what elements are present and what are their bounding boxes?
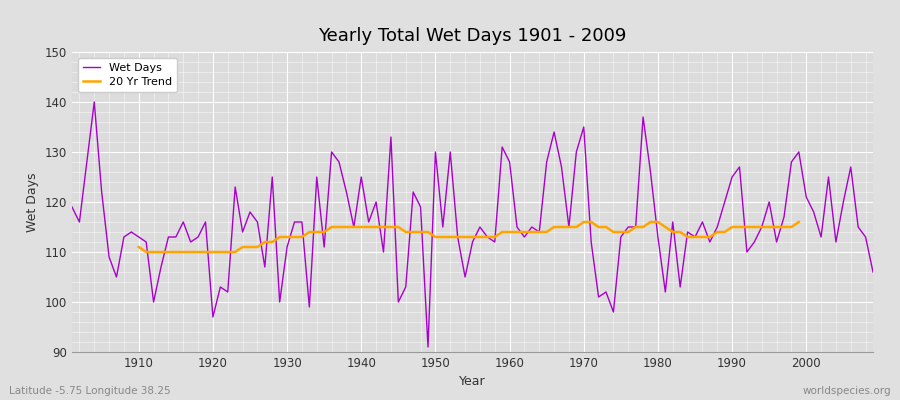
20 Yr Trend bbox=[579, 220, 590, 224]
Wet Days bbox=[423, 344, 434, 350]
20 Yr Trend bbox=[341, 225, 352, 230]
Wet Days bbox=[341, 190, 352, 194]
Text: worldspecies.org: worldspecies.org bbox=[803, 386, 891, 396]
20 Yr Trend bbox=[140, 250, 151, 254]
20 Yr Trend bbox=[608, 230, 619, 234]
Wet Days bbox=[608, 310, 619, 314]
Line: 20 Yr Trend: 20 Yr Trend bbox=[139, 222, 799, 252]
20 Yr Trend bbox=[794, 220, 805, 224]
Wet Days bbox=[133, 234, 144, 239]
20 Yr Trend bbox=[778, 225, 789, 230]
Title: Yearly Total Wet Days 1901 - 2009: Yearly Total Wet Days 1901 - 2009 bbox=[319, 27, 626, 45]
Wet Days bbox=[296, 220, 307, 224]
Wet Days bbox=[67, 205, 77, 210]
20 Yr Trend bbox=[133, 244, 144, 250]
Wet Days bbox=[89, 100, 100, 104]
20 Yr Trend bbox=[712, 230, 723, 234]
Legend: Wet Days, 20 Yr Trend: Wet Days, 20 Yr Trend bbox=[77, 58, 177, 92]
X-axis label: Year: Year bbox=[459, 376, 486, 388]
20 Yr Trend bbox=[230, 250, 240, 254]
20 Yr Trend bbox=[697, 234, 707, 239]
Wet Days bbox=[511, 225, 522, 230]
Line: Wet Days: Wet Days bbox=[72, 102, 873, 347]
Text: Latitude -5.75 Longitude 38.25: Latitude -5.75 Longitude 38.25 bbox=[9, 386, 171, 396]
Wet Days bbox=[868, 270, 878, 274]
Wet Days bbox=[519, 234, 530, 239]
Y-axis label: Wet Days: Wet Days bbox=[26, 172, 40, 232]
